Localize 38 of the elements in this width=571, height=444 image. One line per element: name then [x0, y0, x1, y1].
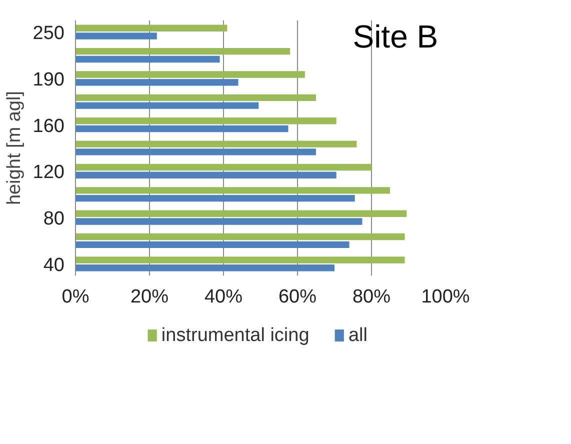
annotation: Site B	[352, 18, 438, 55]
y-tick-label: 250	[32, 23, 64, 44]
bar	[76, 125, 288, 132]
bar	[76, 79, 238, 86]
bar	[76, 264, 334, 272]
bar	[76, 24, 228, 32]
bar	[76, 140, 357, 148]
x-tick-label: 100%	[421, 286, 470, 308]
x-tick-label: 80%	[352, 286, 391, 308]
x-tick-label: 20%	[130, 286, 169, 308]
y-tick-label: 120	[32, 162, 64, 184]
y-tick-label: 160	[32, 116, 64, 137]
legend-label: all	[348, 325, 368, 346]
x-tick-label: 60%	[278, 286, 317, 308]
x-tick-label: 40%	[204, 286, 243, 308]
bar	[76, 233, 405, 240]
bar	[76, 71, 305, 78]
bar	[76, 241, 350, 248]
x-tick-label: 0%	[62, 286, 90, 308]
bar	[76, 210, 407, 217]
y-tick-label: 190	[32, 69, 64, 90]
bar	[76, 164, 372, 171]
bar	[76, 218, 362, 225]
bar	[76, 148, 316, 156]
bar	[76, 56, 220, 63]
bar	[76, 94, 316, 102]
bar	[76, 256, 405, 264]
bar	[76, 194, 355, 202]
bar	[76, 118, 336, 124]
y-axis-title: height [m agl]	[4, 90, 25, 206]
bar	[76, 32, 157, 40]
bar	[76, 172, 336, 178]
y-tick-label: 40	[43, 254, 65, 276]
bar	[76, 187, 390, 194]
y-tick-label: 80	[43, 208, 65, 230]
bar	[76, 48, 290, 55]
bar	[76, 102, 259, 109]
legend-label: instrumental icing	[161, 325, 310, 346]
